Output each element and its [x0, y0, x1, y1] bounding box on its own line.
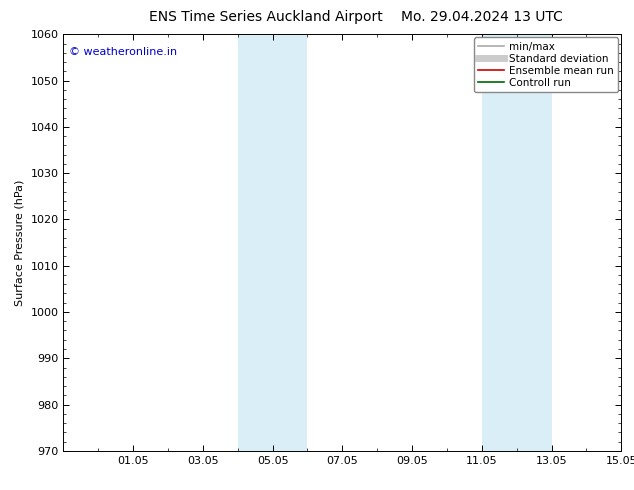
Text: Mo. 29.04.2024 13 UTC: Mo. 29.04.2024 13 UTC — [401, 10, 563, 24]
Text: © weatheronline.in: © weatheronline.in — [69, 47, 177, 57]
Bar — [482, 34, 552, 451]
Bar — [238, 34, 307, 451]
Text: ENS Time Series Auckland Airport: ENS Time Series Auckland Airport — [150, 10, 383, 24]
Y-axis label: Surface Pressure (hPa): Surface Pressure (hPa) — [15, 179, 25, 306]
Legend: min/max, Standard deviation, Ensemble mean run, Controll run: min/max, Standard deviation, Ensemble me… — [474, 37, 618, 92]
